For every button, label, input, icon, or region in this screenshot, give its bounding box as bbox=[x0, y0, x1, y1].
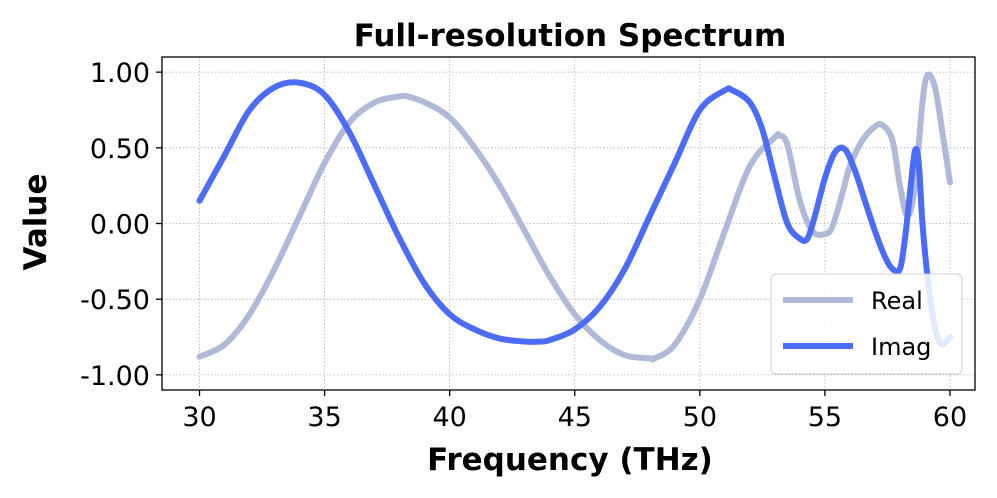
series-line-real bbox=[196, 71, 953, 363]
legend-label-real: Real bbox=[871, 287, 923, 315]
y-tick-label: 1.00 bbox=[90, 58, 150, 89]
x-axis-label: Frequency (THz) bbox=[427, 442, 713, 478]
legend: Real Imag bbox=[770, 273, 963, 375]
legend-box bbox=[770, 273, 963, 375]
x-tick-label: 40 bbox=[432, 402, 466, 433]
x-tick-label: 60 bbox=[933, 402, 967, 433]
x-tick-label: 30 bbox=[182, 402, 216, 433]
x-tick-label: 45 bbox=[558, 402, 592, 433]
x-tick-label: 35 bbox=[307, 402, 341, 433]
y-tick-label: -1.00 bbox=[80, 361, 150, 392]
x-tick-label: 50 bbox=[683, 402, 717, 433]
y-tick-label: -0.50 bbox=[80, 285, 150, 316]
x-tick-label: 55 bbox=[808, 402, 842, 433]
y-axis-label: Value bbox=[18, 174, 54, 271]
series-line-imag bbox=[196, 79, 953, 348]
y-tick-label: 0.00 bbox=[90, 210, 150, 241]
y-tick-label: 0.50 bbox=[90, 134, 150, 165]
chart-title: Full-resolution Spectrum bbox=[354, 18, 787, 54]
y-axis: 1.00 0.50 0.00 -0.50 -1.00 bbox=[80, 58, 162, 392]
series-layer bbox=[196, 71, 953, 363]
legend-label-imag: Imag bbox=[871, 333, 931, 361]
x-axis: 30 35 40 45 50 55 60 bbox=[182, 390, 967, 433]
